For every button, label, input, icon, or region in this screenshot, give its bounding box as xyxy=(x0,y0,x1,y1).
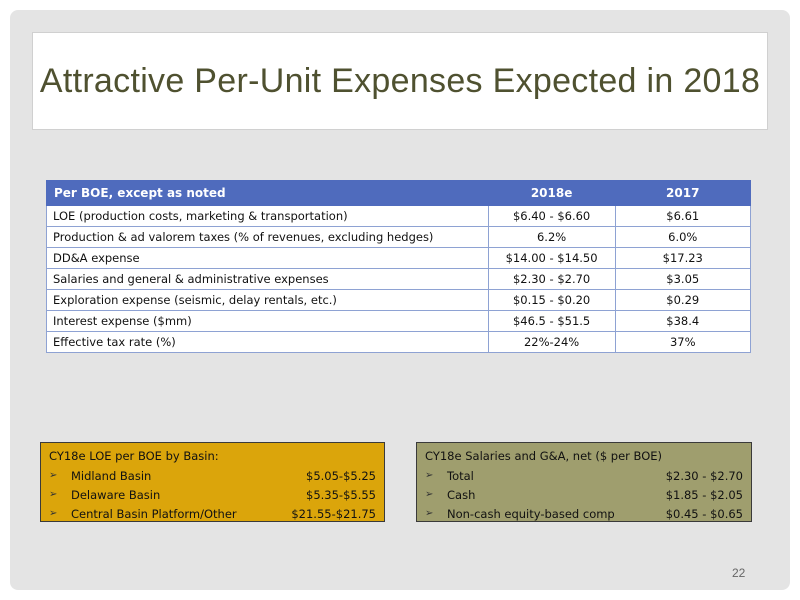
row-label: Effective tax rate (%) xyxy=(46,331,489,353)
row-label: Salaries and general & administrative ex… xyxy=(46,268,489,290)
value-2017: $0.29 xyxy=(614,289,752,311)
list-item: ➢ Delaware Basin $5.35-$5.55 xyxy=(49,485,376,504)
value-2017: $17.23 xyxy=(614,247,752,269)
row-label: Production & ad valorem taxes (% of reve… xyxy=(46,226,489,248)
ga-value: $0.45 - $0.65 xyxy=(665,506,743,521)
table-row: LOE (production costs, marketing & trans… xyxy=(46,205,752,227)
ga-box-heading: CY18e Salaries and G&A, net ($ per BOE) xyxy=(425,449,663,463)
basin-label: Central Basin Platform/Other xyxy=(71,506,237,521)
column-header-2018e: 2018e xyxy=(487,180,616,206)
table-header-row: Per BOE, except as noted 2018e 2017 xyxy=(46,180,752,206)
value-2018e: $46.5 - $51.5 xyxy=(487,310,616,332)
value-2018e: 6.2% xyxy=(487,226,616,248)
page-number: 22 xyxy=(732,566,746,580)
row-label: Interest expense ($mm) xyxy=(46,310,489,332)
list-item: ➢ Central Basin Platform/Other $21.55-$2… xyxy=(49,504,376,523)
ga-label: Non-cash equity-based comp xyxy=(447,506,615,521)
value-2017: 6.0% xyxy=(614,226,752,248)
salaries-ga-box: CY18e Salaries and G&A, net ($ per BOE) … xyxy=(416,442,752,522)
basin-value: $5.35-$5.55 xyxy=(306,487,376,502)
slide-title: Attractive Per-Unit Expenses Expected in… xyxy=(39,61,761,100)
table-row: Production & ad valorem taxes (% of reve… xyxy=(46,226,752,248)
value-2018e: $2.30 - $2.70 xyxy=(487,268,616,290)
table-row: Exploration expense (seismic, delay rent… xyxy=(46,289,752,311)
basin-label: Midland Basin xyxy=(71,468,152,483)
list-item: ➢ Non-cash equity-based comp $0.45 - $0.… xyxy=(425,504,743,523)
arrow-bullet-icon: ➢ xyxy=(425,508,434,519)
list-item: ➢ Cash $1.85 - $2.05 xyxy=(425,485,743,504)
value-2018e: $14.00 - $14.50 xyxy=(487,247,616,269)
value-2017: $6.61 xyxy=(614,205,752,227)
loe-box-heading: CY18e LOE per BOE by Basin: xyxy=(49,449,219,463)
title-box: Attractive Per-Unit Expenses Expected in… xyxy=(32,32,768,130)
arrow-bullet-icon: ➢ xyxy=(425,489,434,500)
arrow-bullet-icon: ➢ xyxy=(49,470,58,481)
row-label: Exploration expense (seismic, delay rent… xyxy=(46,289,489,311)
list-item: ➢ Midland Basin $5.05-$5.25 xyxy=(49,466,376,485)
value-2017: $3.05 xyxy=(614,268,752,290)
table-row: Interest expense ($mm) $46.5 - $51.5 $38… xyxy=(46,310,752,332)
basin-label: Delaware Basin xyxy=(71,487,161,502)
list-item: ➢ Total $2.30 - $2.70 xyxy=(425,466,743,485)
column-header-metric: Per BOE, except as noted xyxy=(46,180,489,206)
table-row: Effective tax rate (%) 22%-24% 37% xyxy=(46,331,752,353)
table-row: Salaries and general & administrative ex… xyxy=(46,268,752,290)
expense-table: Per BOE, except as noted 2018e 2017 LOE … xyxy=(46,180,752,353)
ga-value: $1.85 - $2.05 xyxy=(665,487,743,502)
row-label: DD&A expense xyxy=(46,247,489,269)
value-2018e: $0.15 - $0.20 xyxy=(487,289,616,311)
arrow-bullet-icon: ➢ xyxy=(49,508,58,519)
value-2017: 37% xyxy=(614,331,752,353)
ga-label: Total xyxy=(447,468,474,483)
basin-value: $5.05-$5.25 xyxy=(306,468,376,483)
table-row: DD&A expense $14.00 - $14.50 $17.23 xyxy=(46,247,752,269)
value-2018e: 22%-24% xyxy=(487,331,616,353)
value-2017: $38.4 xyxy=(614,310,752,332)
loe-by-basin-box: CY18e LOE per BOE by Basin: ➢ Midland Ba… xyxy=(40,442,385,522)
arrow-bullet-icon: ➢ xyxy=(49,489,58,500)
arrow-bullet-icon: ➢ xyxy=(425,470,434,481)
column-header-2017: 2017 xyxy=(614,180,752,206)
value-2018e: $6.40 - $6.60 xyxy=(487,205,616,227)
ga-label: Cash xyxy=(447,487,476,502)
basin-value: $21.55-$21.75 xyxy=(291,506,376,521)
row-label: LOE (production costs, marketing & trans… xyxy=(46,205,489,227)
ga-value: $2.30 - $2.70 xyxy=(665,468,743,483)
